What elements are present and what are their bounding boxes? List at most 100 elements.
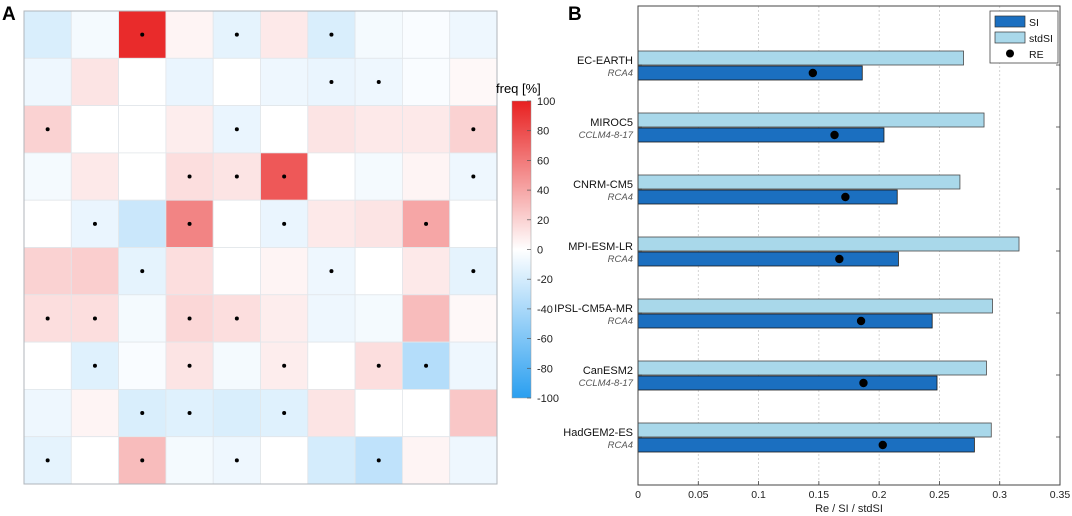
heatmap-cell — [307, 152, 356, 201]
x-tick-label: 0.15 — [809, 489, 830, 501]
heatmap-cell — [212, 388, 261, 438]
colorbar-tick-label: 80 — [537, 126, 549, 138]
legend-label: SI — [1029, 17, 1039, 29]
heatmap-cell — [401, 152, 451, 201]
colorbar-tick-label: -80 — [537, 363, 553, 375]
significance-dot — [234, 32, 239, 37]
rcm-label: CCLM4-8-17 — [579, 378, 634, 389]
significance-dot — [329, 269, 334, 274]
heatmap-cell — [449, 436, 498, 485]
significance-dot — [471, 127, 476, 132]
heatmap-cell — [165, 247, 214, 296]
heatmap-cell — [70, 247, 120, 296]
significance-dot — [234, 458, 239, 463]
bar-stdsi — [637, 174, 961, 190]
heatmap-cell — [70, 57, 120, 106]
heatmap-cell — [165, 105, 214, 154]
significance-dot — [92, 221, 97, 226]
heatmap-cell — [401, 436, 451, 485]
heatmap-cell — [23, 341, 72, 390]
heatmap-cell — [70, 105, 120, 154]
significance-dot — [329, 32, 334, 37]
heatmap-cell — [118, 152, 167, 201]
significance-dot — [282, 363, 287, 368]
heatmap-cell — [307, 294, 356, 343]
gcm-label: MPI-ESM-LR — [568, 241, 633, 253]
heatmap-cell — [260, 57, 309, 106]
significance-dot — [140, 411, 145, 416]
re-marker — [835, 254, 844, 264]
significance-dot — [234, 127, 239, 132]
x-tick-label: 0.2 — [872, 489, 887, 501]
heatmap-cell — [307, 436, 356, 485]
colorbar-tick-label: 0 — [537, 245, 543, 257]
colorbar-tick-label: 20 — [537, 215, 549, 227]
significance-dot — [140, 458, 145, 463]
heatmap-cell — [165, 10, 214, 59]
bar-stdsi — [637, 298, 993, 314]
colorbar-tick-label: -60 — [537, 334, 553, 346]
bar-si — [637, 251, 899, 267]
gcm-label: HadGEM2-ES — [563, 427, 633, 439]
significance-dot — [187, 363, 192, 368]
heatmap-cell — [260, 10, 309, 59]
heatmap-cell — [165, 57, 214, 106]
significance-dot — [376, 79, 381, 84]
significance-dot — [471, 269, 476, 274]
significance-dot — [234, 174, 239, 179]
rcm-label: CCLM4-8-17 — [579, 130, 634, 141]
bar-stdsi — [637, 50, 964, 66]
gcm-label: CNRM-CM5 — [573, 179, 633, 191]
heatmap-cell — [307, 341, 356, 390]
bar-stdsi — [637, 236, 1020, 252]
bar-si — [637, 375, 938, 391]
heatmap-cell — [118, 199, 167, 248]
heatmap-cell — [212, 57, 261, 106]
legend-swatch — [994, 31, 1026, 44]
heatmap-cell — [307, 105, 356, 154]
significance-dot — [471, 174, 476, 179]
significance-dot — [140, 32, 145, 37]
gcm-label: EC-EARTH — [577, 55, 633, 67]
rcm-label: RCA4 — [608, 316, 633, 327]
panel-label-a: A — [2, 4, 16, 25]
significance-dot — [187, 174, 192, 179]
x-tick-label: 0.3 — [992, 489, 1007, 501]
legend-swatch — [994, 15, 1026, 28]
heatmap-cell — [354, 294, 403, 343]
significance-dot — [424, 363, 429, 368]
heatmap-cell — [165, 199, 214, 248]
heatmap-cell — [23, 247, 72, 296]
bar-si — [637, 437, 975, 453]
significance-dot — [140, 269, 145, 274]
rcm-label: RCA4 — [608, 440, 633, 451]
axes-frame — [637, 5, 1061, 486]
bar-stdsi — [637, 422, 992, 438]
colorbar-tick-label: 40 — [537, 185, 549, 197]
heatmap-cell — [307, 199, 356, 248]
x-axis-label: Re / SI / stdSI — [815, 503, 883, 515]
heatmap-cell — [401, 294, 451, 343]
colorbar-tick-label: -20 — [537, 274, 553, 286]
colorbar-tick-label: -100 — [537, 393, 559, 405]
significance-dot — [187, 411, 192, 416]
rcm-label: RCA4 — [608, 254, 633, 265]
gcm-label: CanESM2 — [583, 365, 633, 377]
colorbar-label: freq [%] — [496, 81, 541, 96]
significance-dot — [282, 411, 287, 416]
rcm-label: RCA4 — [608, 192, 633, 203]
significance-dot — [92, 363, 97, 368]
heatmap-cell — [118, 294, 167, 343]
heatmap-panel — [23, 10, 498, 485]
x-tick-label: 0.1 — [751, 489, 766, 501]
heatmap-cell — [449, 57, 498, 106]
bar-si — [637, 313, 933, 329]
bar-stdsi — [637, 360, 987, 376]
heatmap-cell — [212, 199, 261, 248]
colorbar-tick-label: 60 — [537, 155, 549, 167]
bar-si — [637, 189, 898, 205]
heatmap-cell — [354, 247, 403, 296]
legend-label: stdSI — [1029, 33, 1053, 45]
heatmap-cell — [23, 388, 72, 438]
heatmap-cell — [212, 341, 261, 390]
